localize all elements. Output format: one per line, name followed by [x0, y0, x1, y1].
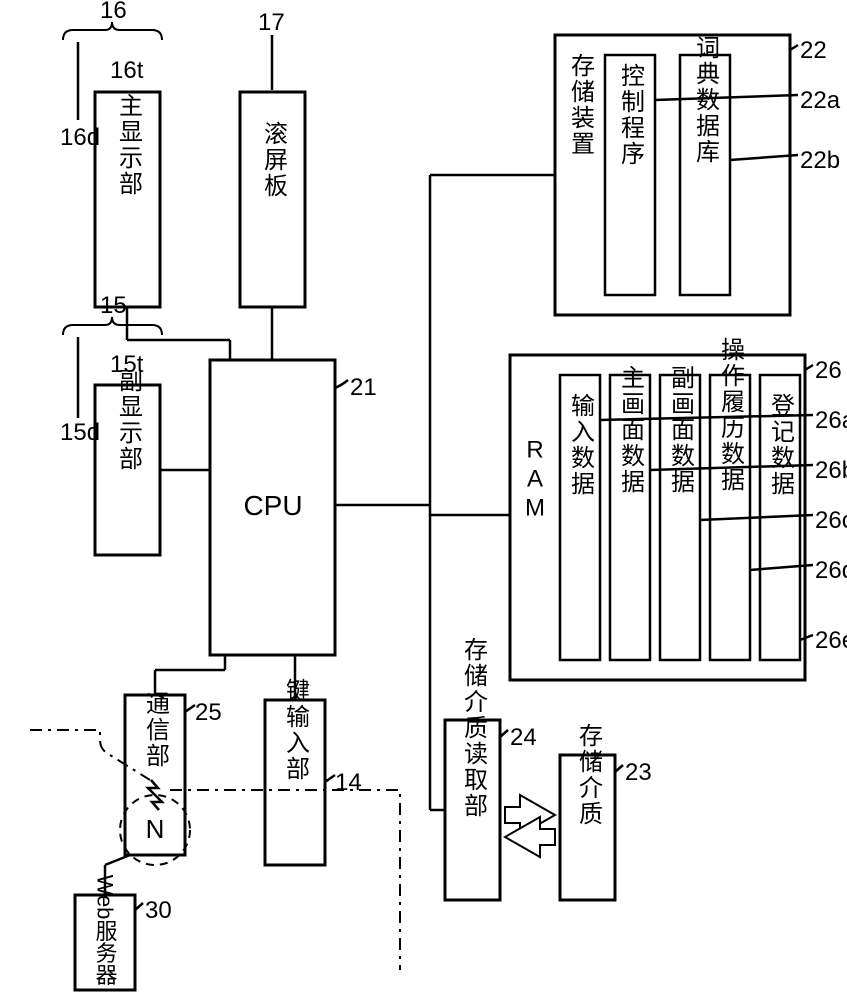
- ref-22: 22: [800, 37, 827, 64]
- leader-22a: [655, 95, 798, 100]
- block-diagram: 主显示部 16d 16t 16 副显示部 15d 15t 15 滚屏板 17 C…: [0, 0, 847, 1000]
- leader-26c: [700, 515, 813, 520]
- ref-17: 17: [258, 9, 285, 36]
- conn-n-web-diag: [105, 855, 130, 865]
- ref-25: 25: [195, 699, 222, 726]
- reg-data-label: 登记数据: [767, 393, 795, 497]
- network-label: N: [146, 814, 165, 844]
- ref-16: 16: [100, 0, 127, 24]
- ref-22a: 22a: [800, 87, 841, 114]
- ref-23: 23: [625, 759, 652, 786]
- sub-display-label: 副显示部: [115, 368, 143, 472]
- ref-26: 26: [815, 357, 842, 384]
- control-program-label: 控制程序: [617, 63, 645, 167]
- dict-db-label: 词典数据库: [692, 35, 720, 165]
- leader-21: [335, 380, 348, 388]
- comm-label: 通信部: [142, 691, 170, 769]
- ref-15: 15: [100, 292, 127, 319]
- input-data-label: 输入数据: [567, 393, 595, 497]
- storage-device-label: 存储装置: [567, 53, 595, 157]
- ram-label: RAM: [522, 437, 549, 524]
- ref-30: 30: [145, 897, 172, 924]
- ref-26a: 26a: [815, 407, 847, 434]
- ref-22b: 22b: [800, 147, 840, 174]
- ref-26d: 26d: [815, 557, 847, 584]
- leader-22b: [730, 155, 798, 160]
- ref-14: 14: [335, 769, 362, 796]
- ref-16t: 16t: [110, 57, 144, 84]
- ref-26e: 26e: [815, 627, 847, 654]
- ref-15d: 15d: [60, 419, 100, 446]
- ref-15t: 15t: [110, 351, 144, 378]
- media-reader-label: 存储介质读取部: [460, 637, 488, 819]
- storage-media-label: 存储介质: [575, 723, 603, 827]
- ref-21: 21: [350, 374, 377, 401]
- ref-16d: 16d: [60, 124, 100, 151]
- main-screen-data-label: 主画面数据: [617, 365, 645, 495]
- sub-screen-data-label: 副画面数据: [667, 365, 695, 495]
- bracket-16: [63, 22, 162, 40]
- double-arrow-icon: [505, 795, 555, 857]
- ref-26b: 26b: [815, 457, 847, 484]
- main-display-label: 主显示部: [115, 93, 143, 197]
- cpu-label: CPU: [243, 490, 302, 521]
- boundary-line: [30, 730, 400, 970]
- ref-24: 24: [510, 724, 537, 751]
- ref-26c: 26c: [815, 507, 847, 534]
- op-history-data-label: 操作履历数据: [717, 337, 745, 493]
- bracket-15: [63, 317, 162, 335]
- scroll-panel-label: 滚屏板: [260, 121, 288, 199]
